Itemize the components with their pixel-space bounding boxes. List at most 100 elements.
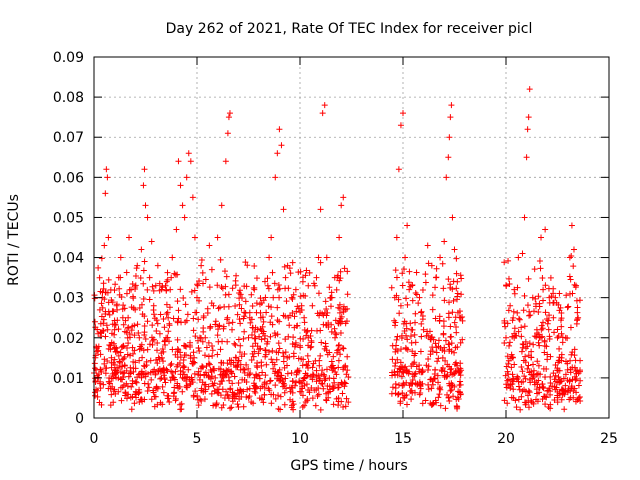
data-point (564, 360, 571, 367)
data-point (111, 345, 118, 352)
data-point (206, 242, 213, 249)
data-point (160, 358, 167, 365)
data-point (266, 378, 273, 385)
data-point (112, 281, 119, 288)
data-point (180, 295, 187, 302)
data-point (128, 286, 135, 293)
data-point (201, 371, 208, 378)
y-tick-label: 0.07 (53, 130, 84, 146)
data-point (189, 376, 196, 383)
data-point (251, 263, 258, 270)
data-point (519, 250, 526, 257)
data-point (247, 319, 254, 326)
data-point (519, 388, 526, 395)
data-point (241, 376, 248, 383)
data-point (289, 378, 296, 385)
data-point (456, 389, 463, 396)
data-point (214, 234, 221, 241)
data-point (96, 306, 103, 313)
data-point (442, 405, 449, 412)
data-point (127, 370, 134, 377)
data-point (202, 334, 209, 341)
data-point (275, 369, 282, 376)
data-point (131, 322, 138, 329)
data-point (299, 385, 306, 392)
data-point (246, 314, 253, 321)
data-point (139, 311, 146, 318)
data-point (228, 404, 235, 411)
data-point (389, 342, 396, 349)
data-point (570, 263, 577, 270)
data-point (190, 349, 197, 356)
data-point (237, 342, 244, 349)
data-point (454, 309, 461, 316)
data-point (109, 299, 116, 306)
data-point (108, 391, 115, 398)
data-point (313, 367, 320, 374)
data-point (417, 348, 424, 355)
data-point (233, 272, 240, 279)
data-point (150, 302, 157, 309)
data-point (403, 379, 410, 386)
data-point (561, 406, 568, 413)
data-point (244, 372, 251, 379)
data-point (244, 262, 251, 269)
data-point (253, 362, 260, 369)
data-point (210, 402, 217, 409)
data-point (263, 309, 270, 316)
data-point (251, 286, 258, 293)
data-point (331, 325, 338, 332)
data-point (215, 386, 222, 393)
data-point (278, 142, 285, 149)
data-point (321, 309, 328, 316)
data-point (172, 397, 179, 404)
data-point (510, 314, 517, 321)
data-point (97, 351, 104, 358)
data-point (568, 253, 575, 260)
data-point (301, 314, 308, 321)
data-point (337, 330, 344, 337)
data-point (330, 353, 337, 360)
data-point (322, 343, 329, 350)
data-point (304, 362, 311, 369)
data-point (185, 150, 192, 157)
data-point (315, 254, 322, 261)
data-point (330, 401, 337, 408)
data-point (210, 366, 217, 373)
data-point (208, 343, 215, 350)
data-point (251, 335, 258, 342)
data-point (297, 309, 304, 316)
data-point (244, 386, 251, 393)
data-point (520, 341, 527, 348)
data-point (404, 368, 411, 375)
data-point (215, 305, 222, 312)
data-point (177, 367, 184, 374)
data-point (411, 331, 418, 338)
data-point (542, 309, 549, 316)
data-point (301, 402, 308, 409)
data-point (163, 334, 170, 341)
data-point (281, 389, 288, 396)
data-point (551, 397, 558, 404)
data-point (553, 299, 560, 306)
data-point (195, 316, 202, 323)
data-point (393, 336, 400, 343)
data-point (408, 396, 415, 403)
data-point (525, 404, 532, 411)
data-point (290, 401, 297, 408)
data-point (93, 344, 100, 351)
data-point (133, 265, 140, 272)
data-point (209, 347, 216, 354)
data-point (240, 403, 247, 410)
data-point (200, 280, 207, 287)
data-point (226, 110, 233, 117)
data-point (138, 396, 145, 403)
data-point (543, 394, 550, 401)
data-point (241, 328, 248, 335)
chart-title: Day 262 of 2021, Rate Of TEC Index for r… (166, 21, 533, 37)
data-point (261, 391, 268, 398)
data-point (154, 340, 161, 347)
data-point (231, 373, 238, 380)
data-point (406, 382, 413, 389)
data-point (315, 290, 322, 297)
